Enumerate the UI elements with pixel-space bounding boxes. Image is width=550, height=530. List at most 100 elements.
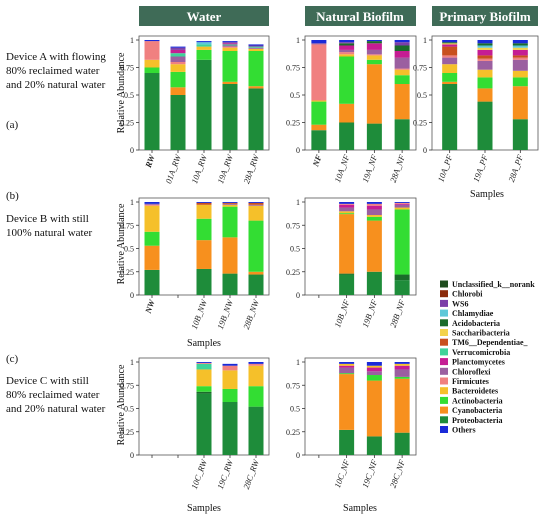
bar-segment-chloroflexi [394, 369, 410, 377]
bar-segment-tm6-dependentiae- [248, 202, 264, 205]
bar-segment-firmicutes [144, 204, 160, 206]
bar-segment-ws6 [222, 42, 238, 44]
y-tick-label: 0 [130, 451, 134, 460]
bar-segment-planctomycetes [366, 43, 382, 50]
x-tick-label: 19B_NW [215, 297, 235, 330]
x-tick-label: 19C_RW [215, 457, 235, 490]
y-tick-label: 1 [296, 36, 300, 45]
bar-segment-firmicutes [394, 202, 410, 204]
y-tick-label: 1 [130, 36, 134, 45]
legend-label: Chlorobi [452, 290, 483, 299]
bar-segment-planctomycetes [222, 43, 238, 45]
bar-segment-bacteroidetes [394, 69, 410, 76]
panel-frame [304, 357, 417, 456]
bar-segment-chloroflexi [170, 56, 186, 62]
ylabel-row-c: Relative Abundance [116, 364, 127, 445]
bar-segment-cyanobacteria [394, 84, 410, 120]
y-tick-label: 0 [296, 291, 300, 300]
bar-segment-proteobacteria [248, 274, 264, 295]
x-tick-label: 28B_NW [241, 297, 261, 330]
x-tick-label: 28B_NF [388, 298, 408, 329]
bar-segment-proteobacteria [394, 432, 410, 455]
column-header-primary-text: Primary Biofilm [439, 9, 531, 24]
bar-segment-actinobacteria [366, 375, 382, 381]
bar-segment-bacteroidetes [366, 215, 382, 217]
bar-segment-firmicutes [366, 54, 382, 56]
bar-segment-acidobacteria [394, 274, 410, 281]
bar-segment-cyanobacteria [248, 271, 264, 275]
legend-label: Chlamydiae [452, 309, 494, 318]
bar-segment-acidobacteria [512, 43, 528, 46]
bar-segment-chloroflexi [394, 204, 410, 208]
column-header-natural-text: Natural Biofilm [316, 9, 404, 24]
x-tick-label: 19A_RW [215, 152, 235, 185]
bar-segment-saccharibacteria [477, 47, 493, 50]
y-tick-label: 0.25 [286, 428, 300, 437]
bar-segment-firmicutes [366, 203, 382, 206]
bar-segment-others [144, 202, 160, 204]
legend-label: WS6 [452, 299, 468, 308]
bar-segment-bacteroidetes [442, 64, 458, 73]
x-tick-label: 10A_RW [189, 152, 209, 185]
bar-segment-ws6 [170, 47, 186, 50]
x-tick-label: 10C_RW [189, 457, 209, 490]
y-tick-label: 1 [296, 358, 300, 367]
x-tick-label: 28A_PF [506, 153, 525, 184]
bar-segment-verrucomicrobia [196, 363, 212, 370]
bar-segment-actinobacteria [512, 77, 528, 87]
y-tick-label: 0 [296, 451, 300, 460]
y-tick-label: 0.5 [290, 405, 300, 414]
bar-segment-others [222, 363, 238, 366]
bar-segment-firmicutes [144, 41, 160, 60]
bar-segment-cyanobacteria [144, 245, 160, 270]
bar-segment-cyanobacteria [196, 240, 212, 269]
legend-label: Chloroflexi [452, 367, 491, 376]
bar-segment-chloroflexi [144, 203, 160, 205]
y-tick-label: 1 [130, 198, 134, 207]
y-tick-label: 0.5 [290, 245, 300, 254]
bar-segment-actinobacteria [394, 75, 410, 84]
bar-segment-bacteroidetes [394, 363, 410, 366]
bar-segment-cyanobacteria [366, 380, 382, 437]
bar-segment-planctomycetes [339, 204, 355, 208]
bar-segment-bacteroidetes [222, 47, 238, 51]
bar-segment-bacteroidetes [512, 70, 528, 78]
x-tick-label: NF [310, 153, 324, 169]
panel-c-water: 0 0.25 0.5 0.75 1 10C_RW 19C_RW 28C_RW [120, 357, 270, 490]
bar-segment-planctomycetes [339, 365, 355, 368]
x-tick-label: 19C_NF [360, 458, 380, 490]
bar-segment-cyanobacteria [477, 88, 493, 102]
bar-segment-firmicutes [442, 55, 458, 58]
bar-segment-firmicutes [311, 44, 327, 101]
bar-segment-actinobacteria [222, 51, 238, 82]
x-tick-label: 10C_NF [332, 458, 352, 490]
row-b-label: (b) [6, 190, 19, 202]
bar-segment-proteobacteria [222, 84, 238, 150]
bar-segment-proteobacteria [222, 273, 238, 295]
bar-segment-firmicutes [394, 68, 410, 70]
legend-swatch [440, 406, 448, 414]
bar-segment-actinobacteria [248, 220, 264, 272]
legend-swatch [440, 348, 448, 356]
y-tick-label: 0.25 [413, 119, 427, 128]
legend-swatch [440, 416, 448, 424]
x-tick-label: 19B_NF [360, 298, 380, 329]
y-tick-label: 0 [423, 146, 427, 155]
column-header-primary [432, 6, 538, 26]
bar-segment-cyanobacteria [442, 81, 458, 84]
bar-segment-chloroflexi [366, 49, 382, 55]
bar-segment-ws6 [339, 42, 355, 44]
bar-segment-proteobacteria [196, 59, 212, 150]
column-header-water-text: Water [187, 9, 222, 24]
bar-segment-verrucomicrobia [222, 44, 238, 46]
bar-segment-saccharibacteria [442, 43, 458, 45]
bar-segment-acidobacteria [339, 273, 355, 275]
legend-label: Firmicutes [452, 377, 489, 386]
bar-segment-planctomycetes [394, 203, 410, 205]
bar-segment-actinobacteria [196, 49, 212, 60]
bar-segment-chlamydiae [512, 45, 528, 48]
legend-label: Proteobacteria [452, 416, 503, 425]
bar-segment-chloroflexi [477, 60, 493, 70]
row-c-desc-3: and 20% natural water [6, 403, 106, 415]
